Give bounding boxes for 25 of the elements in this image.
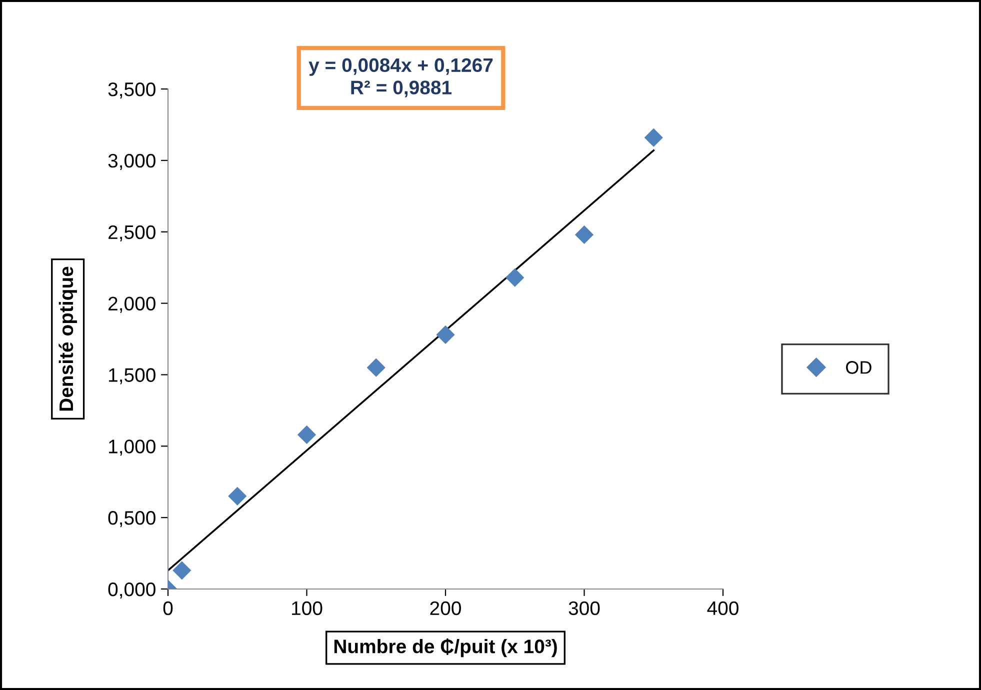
point [297,425,316,444]
x-tick-label: 200 [430,601,461,616]
y-axis-title: Densité optique [58,266,77,411]
y-tick-label: 2,500 [108,225,156,242]
x-tick-label: 300 [568,601,600,616]
y-tick-label: 0,000 [108,582,156,599]
point [172,561,192,580]
point [366,358,386,377]
y-tick-label: 3,500 [108,82,156,99]
annotation: y = 0,0084x + 0,1267 R² = 0,9881 [308,58,493,98]
y-tick-label: 1,500 [109,368,156,384]
y-tick-label: 0,500 [108,511,156,528]
legend-label: OD [846,361,872,374]
point [574,225,594,244]
x-tick-label: 0 [163,601,173,616]
point [228,486,247,506]
y-tick-label: 1,000 [109,440,156,456]
y-tick-label: 2,000 [108,296,156,313]
point [644,128,663,147]
y-tick-label: 3,000 [108,154,156,170]
point [436,325,455,344]
x-tick-label: 100 [292,601,322,616]
x-axis-title: Numbre de ₵/puit (x 10³) [334,638,557,658]
point [506,268,524,287]
x-tick-label: 400 [707,601,738,616]
